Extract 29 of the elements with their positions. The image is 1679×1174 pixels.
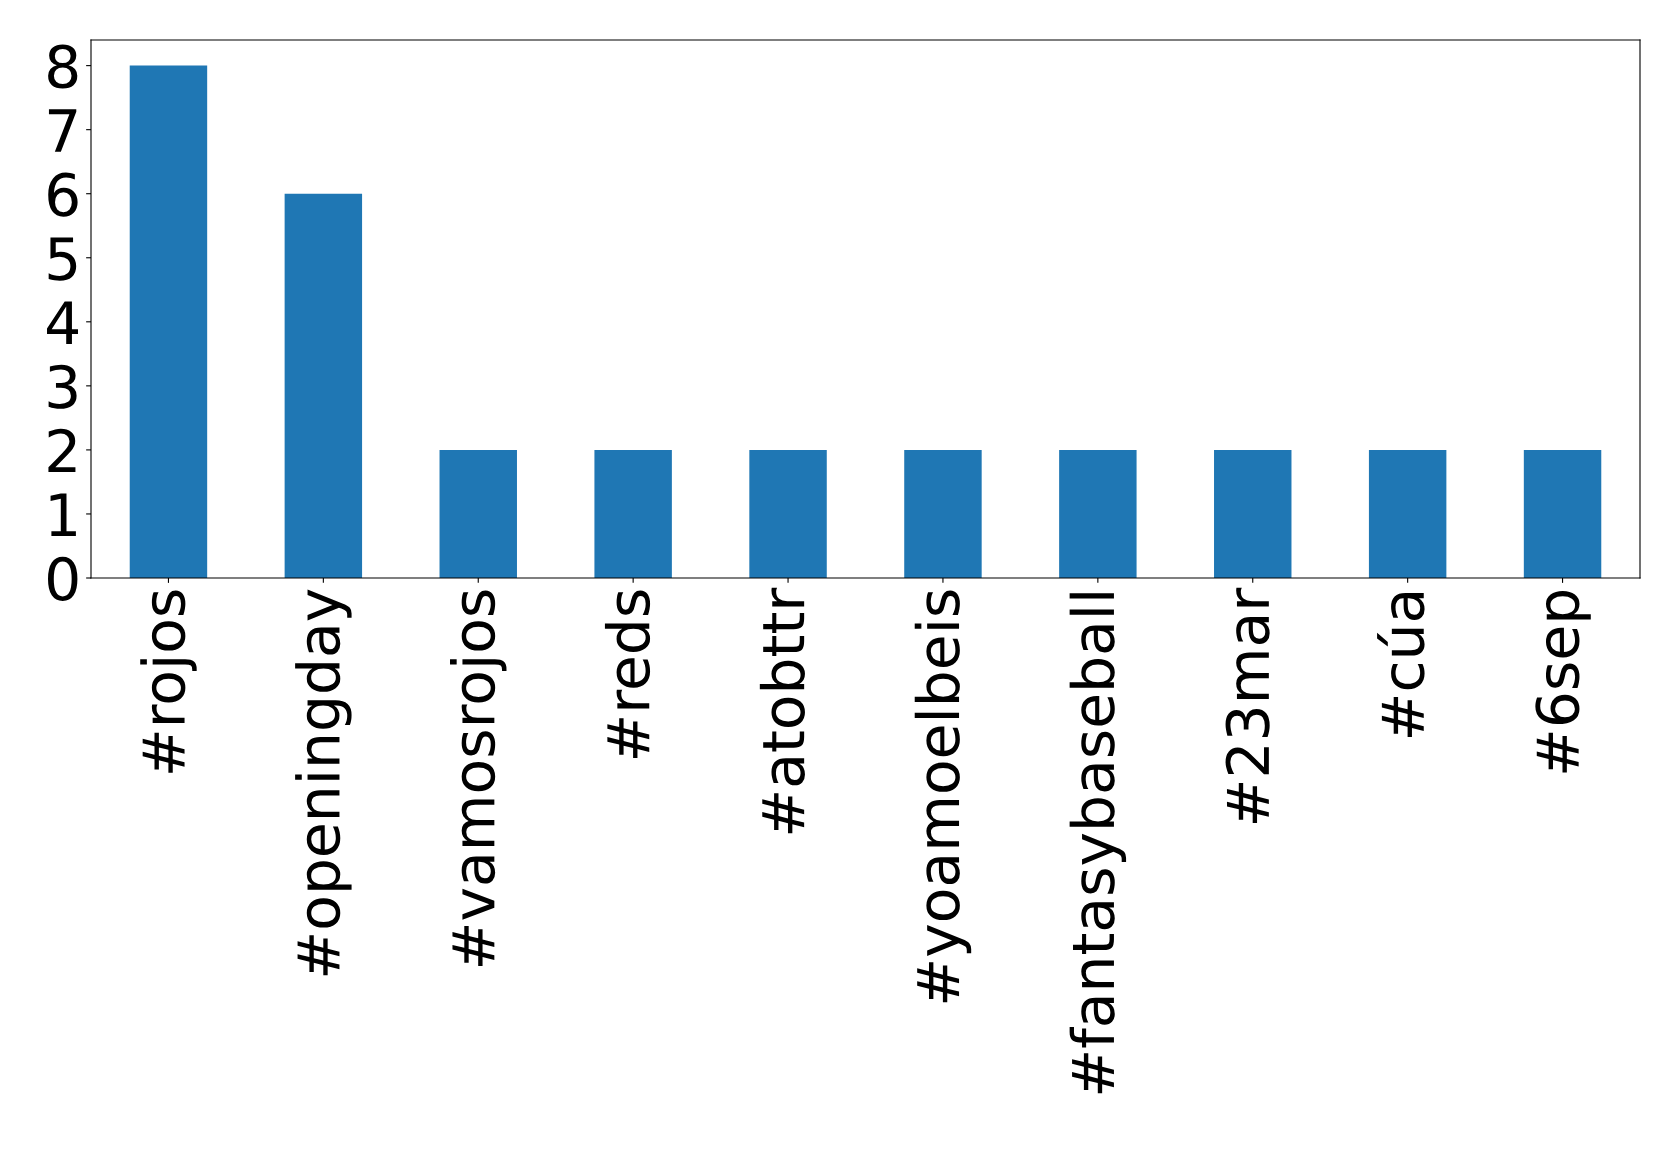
x-tick-label: #atobttr [759,587,805,834]
y-tick-label: 2 [48,428,76,473]
bar [1059,449,1137,578]
bar [904,449,982,578]
bar [1368,449,1447,578]
x-tick-label: #6sep [1535,590,1591,773]
x-tick-label: #cúa [1377,593,1425,737]
bar [1523,449,1602,578]
y-tick-label: 0 [48,556,78,601]
x-tick-label: #openingday [295,589,352,976]
y-tick-label: 1 [50,493,76,537]
bar [594,449,672,578]
bar [749,449,827,578]
bar [1214,449,1292,578]
y-tick-label: 7 [48,109,77,152]
y-tick-label: 5 [48,237,77,281]
y-tick-label: 6 [48,172,78,217]
x-tick-label: #23mar [1225,587,1270,823]
x-tick-label: #rojos [140,590,197,773]
y-tick-label: 3 [48,364,77,409]
x-tick-label: #yoamoelbeis [914,590,972,1003]
bar [129,65,208,578]
y-tick-label: 4 [47,301,79,344]
bar [439,449,517,578]
bar [284,193,363,578]
x-tick-label: #reds [604,590,651,759]
x-tick-label: #fantasybaseball [1069,593,1127,1094]
x-tick-label: #vamosrojos [450,590,507,966]
y-tick-label: 8 [48,44,78,89]
